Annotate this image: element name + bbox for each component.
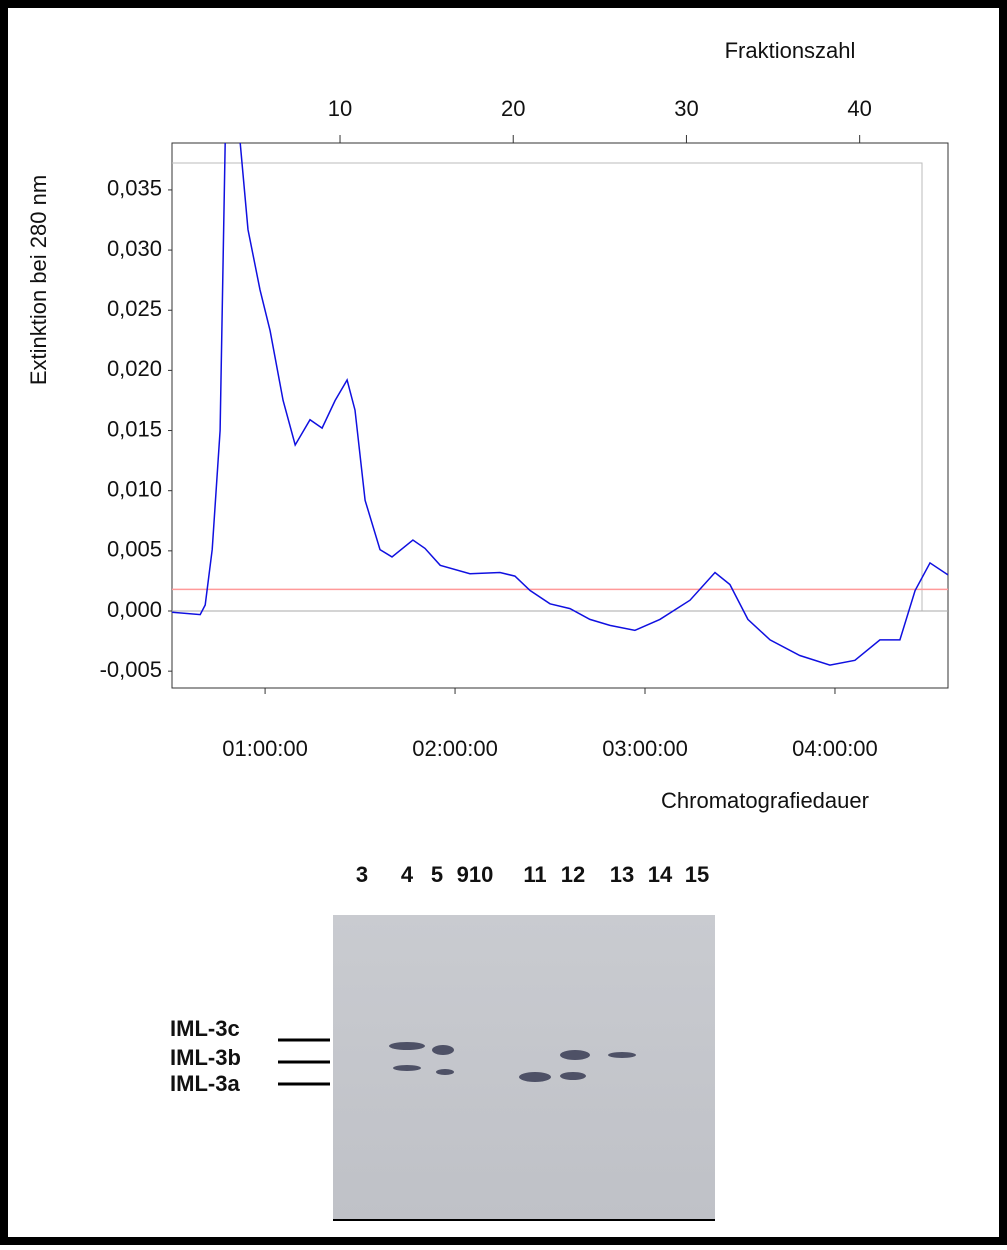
band-markers bbox=[278, 1038, 330, 1086]
y-tick-label: 0,035 bbox=[107, 176, 162, 201]
y-tick-label: 0,005 bbox=[107, 537, 162, 562]
lane-label: 4 bbox=[401, 862, 414, 887]
y-tick-label: -0,005 bbox=[100, 657, 162, 682]
band-label: IML-3a bbox=[170, 1071, 240, 1096]
y-tick-label: 0,015 bbox=[107, 416, 162, 441]
x2-tick-label: 30 bbox=[674, 96, 698, 121]
y-tick-label: 0,000 bbox=[107, 597, 162, 622]
y-tick-label: 0,020 bbox=[107, 356, 162, 381]
reference-frame bbox=[172, 162, 923, 611]
lane-label: 15 bbox=[685, 862, 709, 887]
x-axis-label: Chromatografiedauer bbox=[661, 788, 869, 813]
lane-label: 11 bbox=[523, 862, 546, 887]
x-tick-label: 02:00:00 bbox=[412, 736, 498, 761]
y-tick-label: 0,025 bbox=[107, 296, 162, 321]
band-label: IML-3c bbox=[170, 1016, 240, 1041]
lane-label: 14 bbox=[648, 862, 673, 887]
trace bbox=[172, 143, 948, 666]
lane-label: 3 bbox=[356, 862, 368, 887]
lane-label: 13 bbox=[610, 862, 634, 887]
x-tick-label: 04:00:00 bbox=[792, 736, 878, 761]
x2-tick-label: 20 bbox=[501, 96, 525, 121]
y-tick-label: 0,030 bbox=[107, 236, 162, 261]
gel-bands bbox=[389, 1042, 636, 1082]
lane-label: 5 bbox=[431, 862, 443, 887]
lane-label: 12 bbox=[561, 862, 585, 887]
x2-tick-label: 10 bbox=[328, 96, 352, 121]
x-tick-label: 01:00:00 bbox=[222, 736, 308, 761]
y-tick-label: 0,010 bbox=[107, 477, 162, 502]
plot-area bbox=[171, 142, 949, 689]
lane-label: 910 bbox=[457, 862, 494, 887]
x2-axis-label: Fraktionszahl bbox=[725, 38, 856, 63]
x2-tick-label: 40 bbox=[847, 96, 871, 121]
x-tick-label: 03:00:00 bbox=[602, 736, 688, 761]
band-label: IML-3b bbox=[170, 1045, 241, 1070]
y-axis-label: Extinktion bei 280 nm bbox=[26, 175, 51, 385]
gel-image bbox=[333, 915, 715, 1220]
